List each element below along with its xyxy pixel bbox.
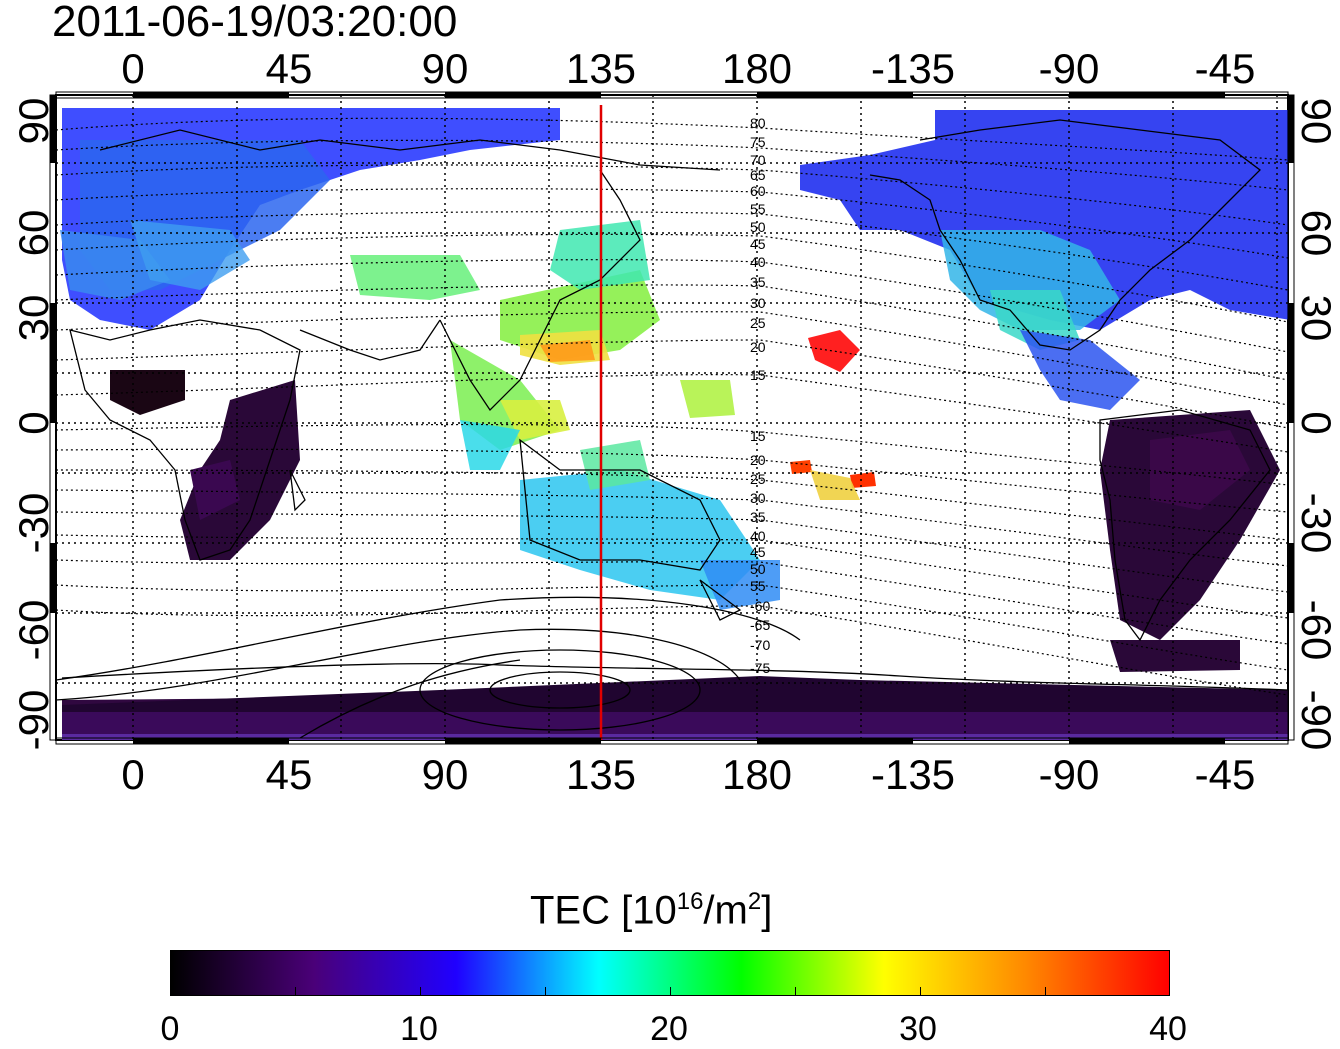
bottom-lon-tick: 180 <box>721 751 793 798</box>
contour-label: 35 <box>750 509 766 525</box>
map-timestamp-title: 2011-06-19/03:20:00 <box>52 0 458 46</box>
bottom-lon-tick: -90 <box>1038 751 1100 798</box>
contour-label: 65 <box>750 167 766 183</box>
axis-frame-bars <box>49 91 1295 745</box>
magnetic-contours <box>56 117 1288 696</box>
contour-label: 55 <box>750 201 766 217</box>
colorbar-title-text: TEC [10 <box>530 888 677 933</box>
top-lon-tick: 0 <box>121 45 145 92</box>
contour-label: 40 <box>750 254 766 270</box>
colorbar-title-end: ] <box>761 888 773 933</box>
contour-label: 35 <box>750 274 766 290</box>
colorbar <box>170 950 1170 996</box>
colorbar-title-exponent: 16 <box>676 888 704 915</box>
contour-label: -65 <box>750 617 770 633</box>
contour-label: 50 <box>750 561 766 577</box>
contour-label: 70 <box>750 152 766 168</box>
contour-label: 45 <box>750 544 766 560</box>
tec-world-map: 80 75 70 65 60 55 50 45 40 35 30 25 20 1… <box>49 91 1295 745</box>
coastlines <box>61 119 1288 691</box>
contour-label: -75 <box>750 660 770 676</box>
contour-label: 40 <box>750 528 766 544</box>
contour-label: 55 <box>750 578 766 594</box>
colorbar-title: TEC [1016/m2] <box>530 888 772 933</box>
colorbar-title-unit: /m <box>703 888 748 933</box>
contour-label: 30 <box>750 295 766 311</box>
bottom-lon-tick: 0 <box>121 751 145 798</box>
top-lon-tick: -90 <box>1038 45 1100 92</box>
contour-labels: 80 75 70 65 60 55 50 45 40 35 30 25 20 1… <box>750 115 770 676</box>
contour-label: 25 <box>750 315 766 331</box>
colorbar-title-unit-exponent: 2 <box>747 888 762 915</box>
colorbar-tick: 0 <box>160 1010 180 1048</box>
contour-label: 75 <box>750 134 766 150</box>
bottom-lon-tick: 45 <box>265 751 313 798</box>
contour-label: 20 <box>750 339 766 355</box>
contour-label: -70 <box>750 637 770 653</box>
colorbar-tick: 10 <box>400 1010 438 1048</box>
bottom-lon-tick: -135 <box>870 751 956 798</box>
bottom-lon-tick: 90 <box>421 751 469 798</box>
contour-label: 20 <box>750 452 766 468</box>
contour-label: 15 <box>750 367 766 383</box>
contour-label: 25 <box>750 471 766 487</box>
colorbar-tick: 20 <box>650 1010 688 1048</box>
top-lon-tick: 180 <box>721 45 793 92</box>
contour-label: 30 <box>750 490 766 506</box>
top-lon-tick: -45 <box>1194 45 1256 92</box>
top-lon-tick: 45 <box>265 45 313 92</box>
contour-label: 50 <box>750 219 766 235</box>
colorbar-tick: 40 <box>1149 1010 1187 1048</box>
top-lon-tick: 135 <box>565 45 637 92</box>
bottom-lon-tick: 135 <box>565 751 637 798</box>
top-lon-tick: -135 <box>870 45 956 92</box>
colorbar-tick: 30 <box>899 1010 937 1048</box>
contour-label: 15 <box>750 428 766 444</box>
contour-label: 80 <box>750 115 766 131</box>
contour-label: 45 <box>750 236 766 252</box>
contour-label: -60 <box>750 598 770 614</box>
top-lon-tick: 90 <box>421 45 469 92</box>
contour-label: 60 <box>750 183 766 199</box>
bottom-lon-tick: -45 <box>1194 751 1256 798</box>
